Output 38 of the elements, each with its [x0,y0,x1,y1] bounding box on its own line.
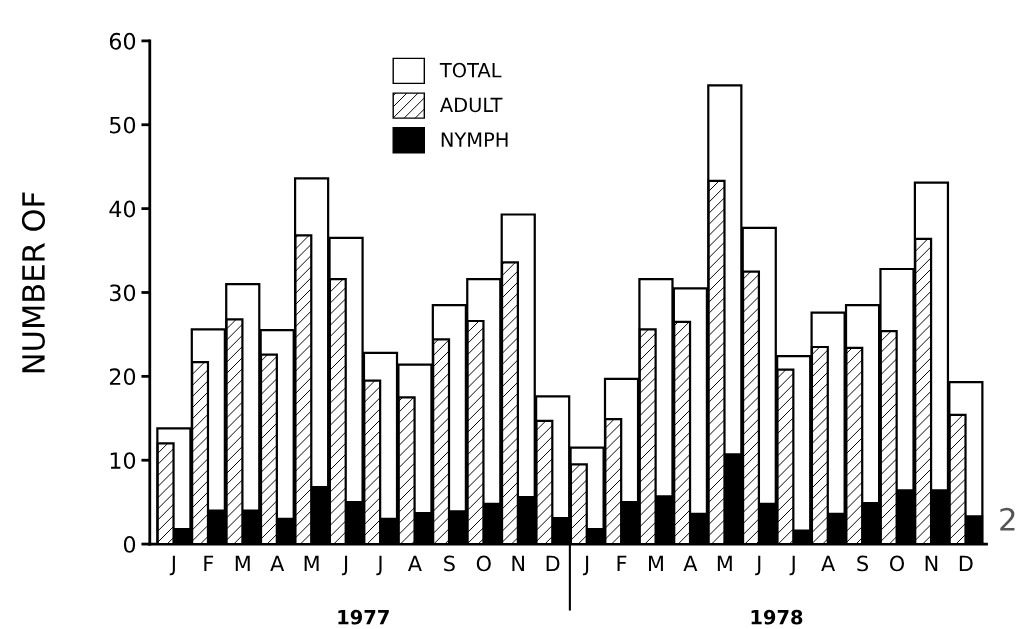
y-tick-label: 0 [123,536,136,553]
legend-label: ADULT [440,97,503,113]
legend-label: TOTAL [439,62,502,78]
x-tick-label: M [304,555,319,572]
legend-label: NYMPH [441,132,508,147]
x-tick-label: M [717,555,732,572]
y-tick-label: 30 [110,284,136,302]
x-tick-label: O [889,555,905,572]
x-tick-label: A [821,555,836,572]
x-tick-label: A [270,555,285,572]
x-tick-label: D [546,555,560,572]
x-tick-label: F [204,555,214,572]
x-tick-label: J [341,555,348,576]
x-tick-label: F [617,555,627,572]
text: 2 [1000,507,1015,531]
text: 1977 [338,609,389,625]
x-tick-label: M [235,555,250,572]
x-tick-label: J [582,555,589,576]
x-tick-label: D [959,555,973,572]
y-axis-title: NUMBER OF [21,192,46,373]
y-tick-label: 20 [109,368,136,386]
text: 1978 [751,609,803,625]
x-tick-label: N [925,555,938,572]
x-tick-label: J [376,555,382,576]
x-tick-label: A [407,555,422,572]
x-tick-label: M [649,555,663,572]
y-tick-label: 60 [109,32,136,50]
x-tick-label: A [683,555,698,572]
x-tick-label: O [476,555,491,572]
x-tick-label: S [444,555,455,572]
x-tick-label: N [512,555,524,572]
y-tick-label: 10 [110,452,136,469]
x-tick-label: J [789,555,795,576]
x-tick-label: S [857,555,869,572]
y-tick-label: 50 [110,116,136,134]
x-tick-label: J [169,555,175,576]
y-tick-label: 40 [109,200,136,218]
x-tick-label: J [755,555,761,576]
